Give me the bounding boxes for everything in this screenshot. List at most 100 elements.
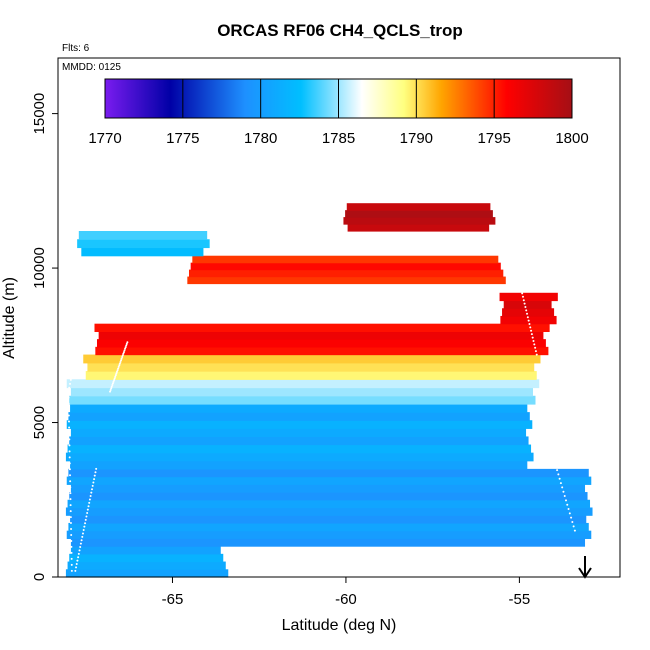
flight-track — [67, 251, 576, 572]
heatmap-band — [70, 404, 528, 413]
flight-track-point — [110, 385, 113, 388]
flight-track-point — [521, 295, 524, 298]
flight-track-point — [117, 365, 120, 368]
flight-track-point — [95, 467, 98, 470]
flight-track-point — [518, 282, 521, 285]
flight-track-point — [77, 343, 80, 346]
heatmap-band — [66, 379, 540, 389]
flight-track-point — [88, 498, 91, 501]
flight-track-point — [67, 414, 70, 417]
flight-track-point — [90, 277, 93, 280]
flight-track-point — [516, 272, 519, 275]
y-axis-label: Altitude (m) — [1, 277, 18, 359]
flight-track-point — [89, 284, 92, 287]
flight-track-point — [530, 329, 533, 332]
flight-track-point — [559, 482, 562, 485]
flight-track-point — [513, 261, 516, 264]
flight-track-point — [74, 569, 77, 572]
flight-track-point — [86, 512, 89, 515]
flight-track-point — [84, 308, 87, 311]
colorbar-tick-label: 1795 — [477, 130, 510, 147]
flight-track-point — [116, 369, 119, 372]
heatmap-band — [69, 553, 224, 563]
flight-track-point — [81, 532, 84, 535]
flight-track-point — [120, 359, 123, 362]
flight-track-point — [69, 522, 72, 525]
flight-track-point — [517, 275, 520, 278]
heatmap-band — [68, 468, 589, 478]
flight-track-point — [75, 351, 78, 354]
flight-track-point — [115, 372, 118, 375]
flight-track-point — [530, 333, 533, 336]
heatmap-band — [343, 217, 496, 225]
flight-track-point — [547, 438, 550, 441]
flight-track-point — [69, 486, 72, 489]
flight-track-point — [561, 486, 564, 489]
flight-track-point — [522, 299, 525, 302]
flight-track-point — [71, 371, 74, 374]
flight-track-point — [531, 336, 534, 339]
flight-track-point — [77, 556, 80, 559]
flight-track-point — [543, 425, 546, 428]
y-tick-label: 5000 — [31, 406, 48, 439]
flight-track-point — [114, 375, 117, 378]
heatmap-band — [502, 308, 555, 317]
flight-track-point — [69, 378, 72, 381]
flight-track-point — [79, 542, 82, 545]
flight-track-point — [542, 421, 545, 424]
heatmap-band — [98, 331, 544, 340]
flight-track-point — [119, 360, 122, 363]
flight-track-point — [524, 305, 527, 308]
arrow-marker — [578, 556, 592, 579]
heatmap-band — [87, 362, 535, 372]
heatmap-band — [69, 492, 588, 501]
heatmap-band — [66, 420, 533, 429]
flight-track-point — [557, 473, 560, 476]
flight-track-point — [68, 462, 71, 465]
flight-track-point — [69, 498, 72, 501]
y-tick-label: 15000 — [31, 93, 48, 135]
flight-track-point — [111, 382, 114, 385]
flight-track-point — [69, 516, 72, 519]
flight-track-point — [532, 339, 535, 342]
x-axis-label: Latitude (deg N) — [282, 617, 397, 634]
flight-track-point — [84, 522, 87, 525]
flight-track-point — [109, 388, 112, 391]
flight-track-point — [72, 367, 75, 370]
flight-track-point — [554, 464, 557, 467]
flight-track-point — [68, 438, 71, 441]
flight-track-point — [526, 312, 529, 315]
flight-track-point — [511, 251, 514, 254]
flight-track-point — [87, 505, 90, 508]
flight-track-point — [513, 258, 516, 261]
heatmap-band — [67, 444, 532, 454]
colorbar-tick-label: 1800 — [555, 130, 588, 147]
flight-track-point — [74, 355, 77, 358]
heatmap-band — [70, 460, 528, 470]
flight-track-point — [93, 478, 96, 481]
x-tick-label: -55 — [509, 591, 531, 608]
flight-track-point — [76, 347, 79, 350]
flight-track-point — [118, 364, 121, 367]
flight-track-point — [124, 346, 127, 349]
heatmap-band — [70, 484, 586, 493]
flight-track-point — [540, 417, 543, 420]
flight-track-point — [568, 512, 571, 515]
flight-track-point — [514, 265, 517, 268]
flight-track-point — [92, 481, 95, 484]
flight-track-point — [83, 312, 86, 315]
flight-track-point — [85, 515, 88, 518]
flight-track-point — [515, 268, 518, 271]
heatmap-band — [70, 387, 533, 397]
heatmap-band — [69, 395, 536, 405]
heatmap-band — [345, 210, 493, 218]
heatmap-band — [347, 224, 490, 232]
flight-track-point — [572, 525, 575, 528]
colorbar-tick-label: 1775 — [166, 130, 199, 147]
flight-track-point — [70, 545, 73, 548]
flight-track-point — [118, 362, 121, 365]
flight-track-point — [73, 359, 76, 362]
flight-track-point — [75, 566, 78, 569]
flight-track-point — [563, 495, 566, 498]
heatmap-band — [85, 371, 537, 380]
